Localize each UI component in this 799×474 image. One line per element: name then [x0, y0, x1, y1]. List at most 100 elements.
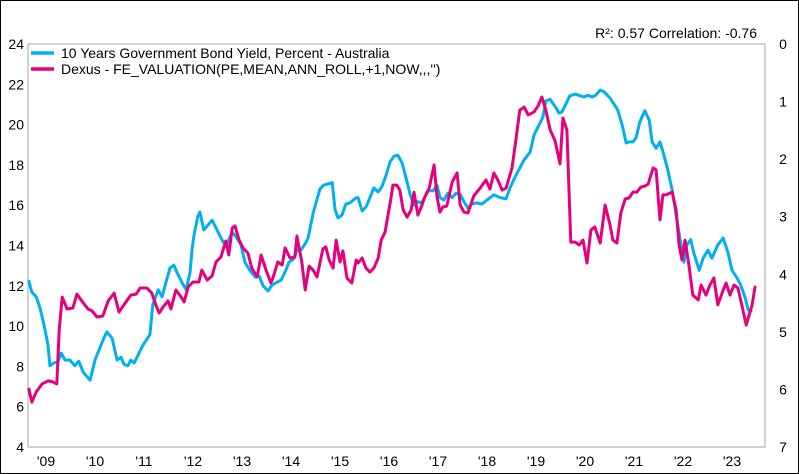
data-point-bond-yield [207, 224, 209, 226]
data-point-dexus-pe [289, 257, 291, 259]
data-point-bond-yield [613, 103, 615, 105]
data-point-dexus-pe [107, 300, 109, 302]
data-point-dexus-pe [113, 292, 115, 294]
data-point-dexus-pe [52, 381, 54, 383]
data-point-bond-yield [49, 365, 51, 367]
data-point-dexus-pe [433, 164, 435, 166]
x-tick-label: '23 [723, 453, 741, 469]
data-point-bond-yield [549, 98, 551, 100]
data-point-bond-yield [574, 93, 576, 95]
data-point-bond-yield [722, 237, 724, 239]
data-point-dexus-pe [442, 206, 444, 208]
data-point-dexus-pe [183, 301, 185, 303]
data-point-dexus-pe [537, 105, 539, 107]
data-point-dexus-pe [396, 184, 398, 186]
data-point-bond-yield [82, 371, 84, 373]
data-point-bond-yield [736, 277, 738, 279]
data-point-bond-yield [43, 324, 45, 326]
left-tick-label: 24 [8, 36, 24, 52]
x-tick-label: '19 [527, 453, 545, 469]
data-point-dexus-pe [56, 383, 58, 385]
data-point-bond-yield [731, 269, 733, 271]
data-point-dexus-pe [745, 324, 747, 326]
x-tick-label: '17 [429, 453, 447, 469]
right-tick-label: 6 [779, 381, 787, 397]
data-point-dexus-pe [387, 214, 389, 216]
data-point-dexus-pe [335, 239, 337, 241]
left-tick-label: 12 [8, 278, 24, 294]
data-point-bond-yield [389, 161, 391, 163]
data-point-dexus-pe [211, 275, 213, 277]
data-point-dexus-pe [47, 380, 49, 382]
series-layer [27, 88, 757, 404]
data-point-bond-yield [28, 280, 30, 282]
data-point-bond-yield [481, 203, 483, 205]
data-point-dexus-pe [709, 284, 711, 286]
data-point-dexus-pe [151, 292, 153, 294]
data-point-bond-yield [47, 344, 49, 346]
data-point-dexus-pe [256, 276, 258, 278]
data-point-bond-yield [711, 257, 713, 259]
right-tick-label: 0 [779, 36, 787, 52]
data-point-bond-yield [130, 359, 132, 361]
data-point-dexus-pe [215, 261, 217, 263]
data-point-dexus-pe [493, 172, 495, 174]
data-point-dexus-pe [697, 299, 699, 301]
data-point-dexus-pe [361, 257, 363, 259]
data-point-dexus-pe [456, 172, 458, 174]
data-point-dexus-pe [479, 187, 481, 189]
data-point-dexus-pe [284, 247, 286, 249]
data-point-dexus-pe [406, 216, 408, 218]
data-point-dexus-pe [644, 185, 646, 187]
data-point-bond-yield [693, 252, 695, 254]
data-point-bond-yield [149, 334, 151, 336]
data-point-dexus-pe [384, 231, 386, 233]
left-tick-label: 22 [8, 76, 24, 92]
legend-item-dexus-pe[interactable]: Dexus - FE_VALUATION(PE,MEAN,ANN_ROLL,+1… [31, 61, 440, 77]
data-point-bond-yield [621, 124, 623, 126]
data-point-dexus-pe [102, 315, 104, 317]
data-point-bond-yield [35, 296, 37, 298]
legend-item-bond-yield[interactable]: 10 Years Government Bond Yield, Percent … [31, 45, 390, 61]
data-point-bond-yield [397, 154, 399, 156]
data-point-bond-yield [64, 359, 66, 361]
data-point-bond-yield [69, 359, 71, 361]
data-point-bond-yield [369, 197, 371, 199]
data-point-bond-yield [142, 344, 144, 346]
data-point-bond-yield [74, 365, 76, 367]
data-point-bond-yield [475, 202, 477, 204]
x-tick-label: '09 [37, 453, 55, 469]
data-point-dexus-pe [754, 286, 756, 288]
data-point-dexus-pe [554, 140, 556, 142]
data-point-dexus-pe [339, 261, 341, 263]
data-point-dexus-pe [566, 129, 568, 131]
data-point-dexus-pe [473, 195, 475, 197]
data-point-dexus-pe [355, 259, 357, 261]
data-point-dexus-pe [175, 289, 177, 291]
x-tick-label: '15 [331, 453, 349, 469]
data-point-bond-yield [349, 202, 351, 204]
data-point-bond-yield [740, 284, 742, 286]
data-point-dexus-pe [463, 211, 465, 213]
right-tick-label: 2 [779, 151, 787, 167]
x-tick-label: '18 [478, 453, 496, 469]
data-point-dexus-pe [146, 287, 148, 289]
data-point-dexus-pe [365, 267, 367, 269]
data-point-dexus-pe [225, 240, 227, 242]
data-point-dexus-pe [655, 169, 657, 171]
data-point-dexus-pe [632, 191, 634, 193]
data-point-dexus-pe [599, 242, 601, 244]
data-point-bond-yield [221, 239, 223, 241]
right-tick-label: 7 [779, 439, 787, 455]
data-point-bond-yield [176, 271, 178, 273]
data-point-dexus-pe [130, 294, 132, 296]
data-point-dexus-pe [155, 304, 157, 306]
data-point-bond-yield [659, 141, 661, 143]
data-point-dexus-pe [260, 254, 262, 256]
data-point-dexus-pe [135, 293, 137, 295]
data-point-bond-yield [529, 151, 531, 153]
data-point-dexus-pe [294, 256, 296, 258]
data-point-bond-yield [312, 212, 314, 214]
data-point-bond-yield [280, 279, 282, 281]
